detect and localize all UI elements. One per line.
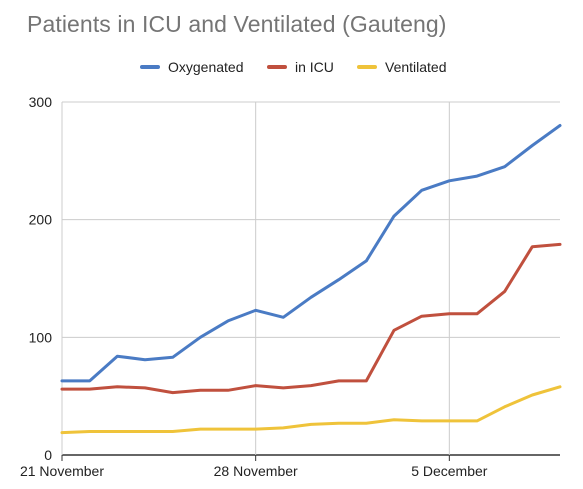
x-tick-label-28-november: 28 November <box>214 463 298 479</box>
gridlines <box>61 101 560 461</box>
data-point-oxygenated-13[interactable] <box>419 188 424 193</box>
series-line-in-icu <box>60 242 562 395</box>
data-point-ventilated-8[interactable] <box>281 425 286 430</box>
y-axis-tick-labels: 0 100 200 300 <box>29 94 53 463</box>
data-point-oxygenated-9[interactable] <box>309 295 314 300</box>
y-tick-label-0: 0 <box>44 447 52 463</box>
data-point-ventilated-5[interactable] <box>198 427 203 432</box>
data-point-oxygenated-15[interactable] <box>475 174 480 179</box>
data-point-oxygenated-18[interactable] <box>558 123 563 128</box>
data-point-oxygenated-1[interactable] <box>87 378 92 383</box>
data-point-oxygenated-10[interactable] <box>336 277 341 282</box>
data-point-in-icu-13[interactable] <box>419 314 424 319</box>
data-point-ventilated-17[interactable] <box>530 392 535 397</box>
data-point-ventilated-15[interactable] <box>475 418 480 423</box>
legend: Oxygenated in ICU Ventilated <box>0 57 583 77</box>
data-point-in-icu-4[interactable] <box>170 390 175 395</box>
data-point-in-icu-0[interactable] <box>60 387 65 392</box>
data-point-oxygenated-7[interactable] <box>253 308 258 313</box>
data-point-ventilated-16[interactable] <box>502 404 507 409</box>
data-point-ventilated-10[interactable] <box>336 421 341 426</box>
data-point-oxygenated-14[interactable] <box>447 178 452 183</box>
data-point-ventilated-3[interactable] <box>143 429 148 434</box>
legend-swatch-in-icu <box>267 65 287 69</box>
series-line-ventilated <box>60 385 562 435</box>
data-point-ventilated-7[interactable] <box>253 427 258 432</box>
series-oxygenated <box>60 123 563 383</box>
data-point-oxygenated-17[interactable] <box>530 143 535 148</box>
legend-swatch-oxygenated <box>140 65 160 69</box>
legend-item-ventilated[interactable]: Ventilated <box>357 57 447 77</box>
x-axis-tick-labels: 21 November 28 November 5 December <box>20 463 488 479</box>
data-point-in-icu-7[interactable] <box>253 383 258 388</box>
data-point-ventilated-18[interactable] <box>558 384 563 389</box>
data-point-oxygenated-16[interactable] <box>502 164 507 169</box>
data-point-in-icu-12[interactable] <box>392 328 397 333</box>
data-point-ventilated-6[interactable] <box>226 427 231 432</box>
data-point-in-icu-14[interactable] <box>447 311 452 316</box>
x-tick-label-5-december: 5 December <box>411 463 488 479</box>
data-point-oxygenated-3[interactable] <box>143 357 148 362</box>
data-point-in-icu-3[interactable] <box>143 385 148 390</box>
legend-item-in-icu[interactable]: in ICU <box>267 57 334 77</box>
legend-label-in-icu: in ICU <box>295 59 334 75</box>
data-point-in-icu-6[interactable] <box>226 388 231 393</box>
data-point-oxygenated-6[interactable] <box>226 318 231 323</box>
data-point-ventilated-13[interactable] <box>419 418 424 423</box>
series-ventilated <box>60 384 563 435</box>
y-tick-label-200: 200 <box>29 212 53 228</box>
series-in-icu <box>60 242 563 395</box>
series-line-oxygenated <box>60 124 562 383</box>
data-point-in-icu-16[interactable] <box>502 289 507 294</box>
data-point-in-icu-17[interactable] <box>530 244 535 249</box>
data-point-ventilated-14[interactable] <box>447 418 452 423</box>
data-point-in-icu-1[interactable] <box>87 387 92 392</box>
legend-label-oxygenated: Oxygenated <box>168 59 244 75</box>
data-point-oxygenated-5[interactable] <box>198 335 203 340</box>
data-point-oxygenated-4[interactable] <box>170 355 175 360</box>
data-point-in-icu-15[interactable] <box>475 311 480 316</box>
legend-label-ventilated: Ventilated <box>385 59 447 75</box>
data-point-ventilated-0[interactable] <box>60 430 65 435</box>
data-point-oxygenated-2[interactable] <box>115 354 120 359</box>
data-point-in-icu-18[interactable] <box>558 242 563 247</box>
x-tick-label-21-november: 21 November <box>20 463 104 479</box>
data-point-ventilated-12[interactable] <box>392 417 397 422</box>
legend-item-oxygenated[interactable]: Oxygenated <box>140 57 244 77</box>
data-point-in-icu-8[interactable] <box>281 385 286 390</box>
data-point-in-icu-11[interactable] <box>364 378 369 383</box>
y-tick-label-300: 300 <box>29 94 53 110</box>
data-point-ventilated-1[interactable] <box>87 429 92 434</box>
series-lines <box>60 123 563 435</box>
data-point-ventilated-11[interactable] <box>364 421 369 426</box>
data-point-in-icu-9[interactable] <box>309 383 314 388</box>
data-point-ventilated-2[interactable] <box>115 429 120 434</box>
y-tick-label-100: 100 <box>29 329 53 345</box>
data-point-oxygenated-8[interactable] <box>281 315 286 320</box>
data-point-in-icu-2[interactable] <box>115 384 120 389</box>
data-point-in-icu-5[interactable] <box>198 388 203 393</box>
data-point-oxygenated-11[interactable] <box>364 258 369 263</box>
data-point-oxygenated-12[interactable] <box>392 214 397 219</box>
data-point-ventilated-9[interactable] <box>309 422 314 427</box>
chart-title: Patients in ICU and Ventilated (Gauteng) <box>27 11 447 37</box>
data-point-ventilated-4[interactable] <box>170 429 175 434</box>
data-point-oxygenated-0[interactable] <box>60 378 65 383</box>
legend-swatch-ventilated <box>357 65 377 69</box>
data-point-in-icu-10[interactable] <box>336 378 341 383</box>
